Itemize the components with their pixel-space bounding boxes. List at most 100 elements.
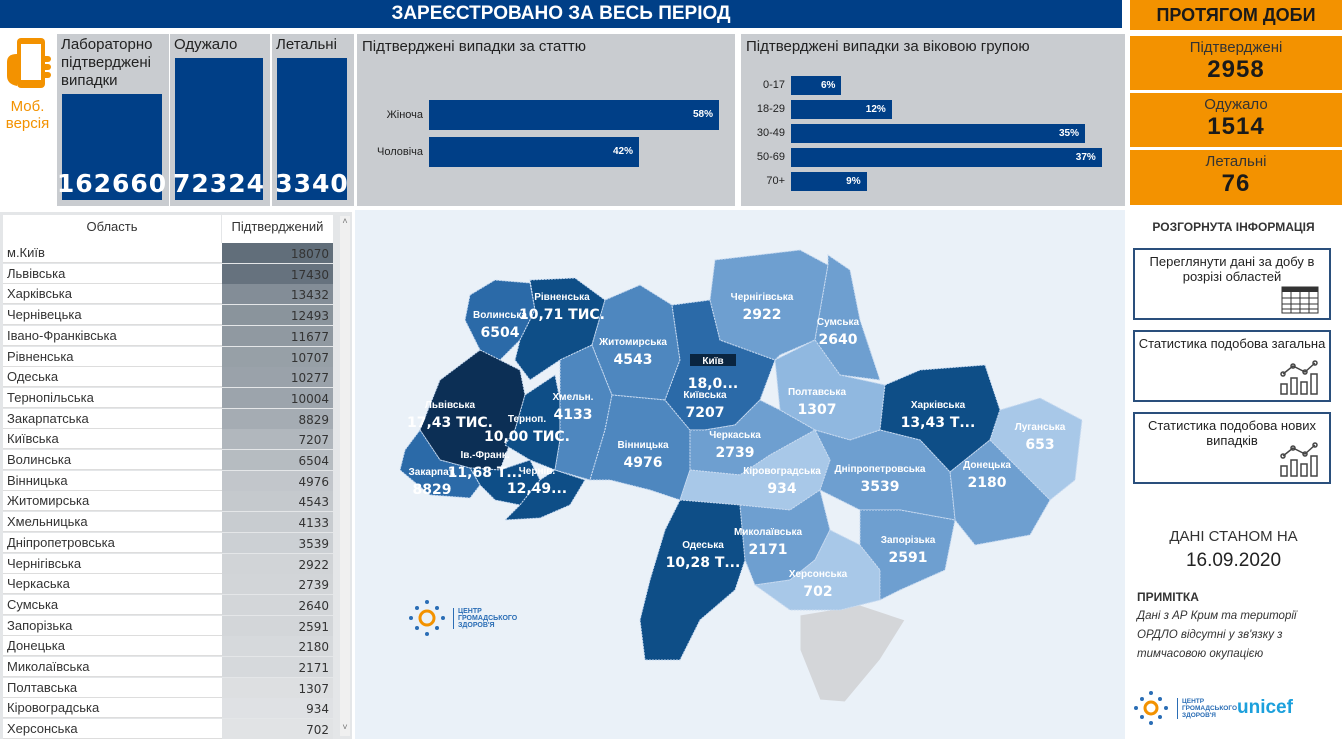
table-row[interactable]: Івано-Франківська 11677 (3, 325, 333, 346)
bar[interactable]: 9% (791, 172, 867, 191)
footer-logos: ЦЕНТР ГРОМАДСЬКОГО ЗДОРОВ'Я unicef (1133, 690, 1293, 726)
table-row[interactable]: Рівненська 10707 (3, 346, 333, 367)
table-row[interactable]: Миколаївська 2171 (3, 657, 333, 677)
map-region-value: 934 (767, 481, 796, 497)
map-region[interactable] (739, 489, 831, 586)
region-name: Запорізька (7, 617, 73, 633)
map-region-value: 10,71 ТИС. (519, 307, 605, 323)
table-row[interactable]: Донецька 2180 (3, 636, 333, 657)
map-region-value: 2180 (968, 475, 1007, 491)
map-region-value: 1307 (798, 402, 837, 418)
daily-stats-general-button[interactable]: Статистика подобова загальна (1133, 330, 1331, 402)
bar-category-label: 50-69 (756, 151, 785, 163)
region-name: Житомирська (7, 493, 90, 509)
confirmed-value: 18070 (222, 243, 333, 263)
phc-logo: ЦЕНТР ГРОМАДСЬКОГО ЗДОРОВ'Я (407, 598, 523, 638)
kyiv-city-marker[interactable] (690, 354, 736, 366)
confirmed-value: 3539 (222, 532, 333, 553)
confirmed-value: 4543 (222, 491, 333, 512)
map-region[interactable] (639, 499, 746, 661)
map-region[interactable] (774, 339, 886, 441)
age-chart: Підтверджені випадки за віковою групою 0… (741, 34, 1125, 206)
table-row[interactable]: Черкаська 2739 (3, 574, 333, 595)
bar[interactable]: 35% (791, 124, 1085, 143)
button-label: Статистика подобова загальна (1138, 336, 1326, 351)
scroll-up-icon[interactable]: ˄ (342, 216, 348, 226)
confirmed-value: 8829 (222, 408, 333, 429)
ukraine-map[interactable]: Волинська 6504 Рівненська 10,71 ТИС. Львівсь… (355, 210, 1125, 739)
map-region-value: 4133 (554, 407, 593, 423)
map-region[interactable] (399, 429, 481, 499)
map-region-name: Черкаська (709, 430, 761, 441)
daily-by-region-button[interactable]: Переглянути дані за добу в розрізі облас… (1133, 248, 1331, 320)
bar[interactable]: 58% (429, 100, 719, 130)
kpi-value: 162660 (57, 94, 166, 200)
map-region[interactable] (514, 277, 606, 381)
region-name: м.Київ (7, 245, 45, 260)
table-icon (1281, 286, 1319, 314)
region-name: Дніпропетровська (7, 534, 115, 550)
confirmed-value: 1307 (222, 677, 333, 698)
day-label: Підтверджені (1189, 39, 1283, 56)
map-region-value: 3539 (861, 479, 900, 495)
table-row[interactable]: Запорізька 2591 (3, 615, 333, 636)
table-row[interactable]: м.Київ 18070 (3, 243, 333, 263)
map-region[interactable] (503, 469, 586, 521)
map-region[interactable] (419, 349, 526, 471)
bar[interactable]: 12% (791, 100, 892, 119)
day-deaths: Летальні 76 (1130, 150, 1342, 205)
bar-category-label: 18-29 (756, 103, 785, 115)
phc-logo-text: ЦЕНТР ГРОМАДСЬКОГО ЗДОРОВ'Я (453, 607, 523, 629)
map-region[interactable] (464, 279, 536, 361)
map-region-name: Херсонська (789, 569, 848, 580)
table-row[interactable]: Хмельницька 4133 (3, 512, 333, 533)
table-row[interactable]: Вінницька 4976 (3, 470, 333, 491)
table-row[interactable]: Волинська 6504 (3, 450, 333, 470)
map-region-name: Запорізька (881, 535, 936, 546)
table-row[interactable]: Житомирська 4543 (3, 491, 333, 512)
table-row[interactable]: Харківська 13432 (3, 284, 333, 305)
table-row[interactable]: Чернівецька 12493 (3, 305, 333, 326)
region-name: Херсонська (7, 721, 78, 737)
info-panel: РОЗГОРНУТА ІНФОРМАЦІЯ Переглянути дані з… (1125, 210, 1342, 739)
confirmed-value: 2171 (222, 657, 333, 677)
map-region[interactable] (989, 397, 1083, 501)
column-header-confirmed[interactable]: Підтверджений (222, 215, 333, 243)
map-region-name: Миколаївська (734, 527, 803, 538)
column-header-region[interactable]: Область (3, 215, 221, 243)
table-row[interactable]: Чернігівська 2922 (3, 553, 333, 574)
region-name: Львівська (7, 265, 66, 281)
day-value: 1514 (1207, 113, 1265, 140)
table-row[interactable]: Херсонська 702 (3, 719, 333, 740)
table-row[interactable]: Дніпропетровська 3539 (3, 532, 333, 553)
map-region[interactable] (504, 374, 561, 471)
region-name: Хмельницька (7, 514, 88, 530)
bar[interactable]: 42% (429, 137, 639, 167)
table-row[interactable]: Тернопільська 10004 (3, 387, 333, 408)
daily-stats-new-cases-button[interactable]: Статистика подобова нових випадків (1133, 412, 1331, 484)
bar[interactable]: 37% (791, 148, 1102, 167)
confirmed-value: 2180 (222, 636, 333, 657)
map-region-name: Житомирська (598, 337, 667, 348)
bar[interactable]: 6% (791, 76, 842, 95)
table-row[interactable]: Полтавська 1307 (3, 677, 333, 698)
chart-title: Підтверджені випадки за статтю (362, 38, 587, 55)
region-name: Волинська (7, 452, 72, 467)
map-region[interactable] (859, 509, 956, 601)
scroll-down-icon[interactable]: ˅ (342, 722, 348, 732)
regions-table: Область Підтверджений м.Київ 18070 Львівсь… (0, 212, 352, 740)
table-row[interactable]: Київська 7207 (3, 429, 333, 450)
confirmed-value: 13432 (222, 284, 333, 305)
map-region-value: 2171 (749, 542, 788, 558)
table-row[interactable]: Сумська 2640 (3, 594, 333, 615)
table-row[interactable]: Одеська 10277 (3, 367, 333, 388)
region-name: Київська (7, 431, 59, 447)
table-scrollbar[interactable]: ˄ ˅ (340, 216, 350, 736)
map-region[interactable] (814, 254, 881, 381)
map-region[interactable] (709, 249, 829, 361)
table-row[interactable]: Кіровоградська 934 (3, 698, 333, 719)
day-title: ПРОТЯГОМ ДОБИ (1130, 0, 1342, 30)
mobile-version-link[interactable]: Моб. версія (0, 34, 55, 206)
table-row[interactable]: Львівська 17430 (3, 263, 333, 284)
table-row[interactable]: Закарпатська 8829 (3, 408, 333, 429)
